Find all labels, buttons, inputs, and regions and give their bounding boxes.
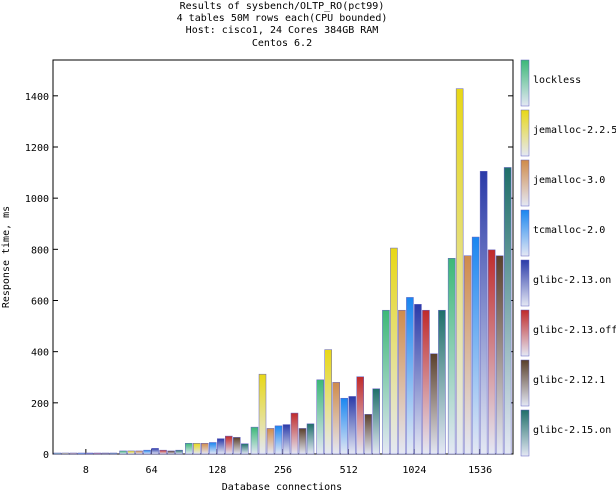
bar-glibc-2.13.on-64 xyxy=(151,448,159,455)
bar-glibc-2.13.on-512 xyxy=(348,396,356,455)
y-tick-label: 1400 xyxy=(25,92,49,103)
y-axis-label: Response time, ms xyxy=(1,206,12,308)
bar-glibc-2.13.off-64 xyxy=(159,449,167,455)
bar-glibc-2.13.on-256 xyxy=(282,424,291,455)
y-tick-label: 200 xyxy=(31,399,49,410)
bar-jemalloc-2.2.5-512 xyxy=(324,349,332,455)
bar-lockless-128 xyxy=(185,443,193,455)
legend-label-jemalloc-2.2.5: jemalloc-2.2.5 xyxy=(533,125,616,136)
bar-tcmalloc-2.0-256 xyxy=(274,425,283,455)
bar-glibc-2.12.1-8 xyxy=(101,452,110,455)
bar-jemalloc-3.0-256 xyxy=(266,428,275,455)
bar-glibc-2.15.on-1536 xyxy=(503,167,512,455)
bar-tcmalloc-2.0-8 xyxy=(77,452,86,455)
title-line-4: Centos 6.2 xyxy=(252,38,312,49)
title-line-2: 4 tables 50M rows each(CPU bounded) xyxy=(177,13,388,24)
bar-glibc-2.13.off-1536 xyxy=(487,249,496,455)
x-axis-label: Database connections xyxy=(222,482,342,491)
bar-tcmalloc-2.0-1536 xyxy=(471,236,480,455)
bar-jemalloc-3.0-512 xyxy=(332,382,340,455)
y-tick-label: 600 xyxy=(31,296,49,307)
bar-jemalloc-3.0-64 xyxy=(135,450,143,455)
legend-label-glibc-2.13.off: glibc-2.13.off xyxy=(533,325,616,336)
bar-jemalloc-3.0-1024 xyxy=(398,309,406,455)
bar-lockless-64 xyxy=(119,450,127,455)
x-tick-label: 128 xyxy=(208,465,226,476)
bar-tcmalloc-2.0-128 xyxy=(209,442,217,455)
bar-lockless-8 xyxy=(53,452,62,455)
bar-lockless-512 xyxy=(316,379,324,455)
bar-glibc-2.12.1-512 xyxy=(364,414,372,455)
legend-label-glibc-2.13.on: glibc-2.13.on xyxy=(533,275,611,286)
bar-glibc-2.15.on-8 xyxy=(109,452,118,455)
legend-swatch-glibc-2.15.on xyxy=(520,409,530,457)
bar-glibc-2.13.off-8 xyxy=(93,452,102,455)
bar-lockless-1024 xyxy=(382,309,390,455)
bar-glibc-2.12.1-128 xyxy=(233,437,241,455)
y-tick-label: 800 xyxy=(31,245,49,256)
bar-jemalloc-2.2.5-256 xyxy=(258,373,267,455)
bar-glibc-2.13.on-1024 xyxy=(414,304,422,455)
x-tick-label: 8 xyxy=(83,465,89,476)
bar-jemalloc-2.2.5-1024 xyxy=(390,247,398,455)
bar-glibc-2.13.off-512 xyxy=(356,376,364,455)
title-line-1: Results of sysbench/OLTP_RO(pct99) xyxy=(180,1,385,12)
chart-title: Results of sysbench/OLTP_RO(pct99) 4 tab… xyxy=(177,1,388,49)
x-tick-label: 512 xyxy=(340,465,358,476)
bar-glibc-2.12.1-1536 xyxy=(495,255,504,455)
bar-glibc-2.12.1-64 xyxy=(167,450,175,455)
y-tick-label: 400 xyxy=(31,348,49,359)
legend-label-glibc-2.12.1: glibc-2.12.1 xyxy=(533,375,605,386)
bar-glibc-2.15.on-1024 xyxy=(438,309,446,455)
x-tick-label: 64 xyxy=(146,465,158,476)
y-tick-label: 1200 xyxy=(25,143,49,154)
bar-glibc-2.15.on-512 xyxy=(372,388,380,455)
bar-lockless-1536 xyxy=(447,258,456,455)
x-tick-label: 256 xyxy=(274,465,292,476)
legend-swatch-jemalloc-3.0 xyxy=(520,159,530,207)
legend-label-tcmalloc-2.0: tcmalloc-2.0 xyxy=(533,225,605,236)
bar-glibc-2.13.on-1536 xyxy=(479,171,488,455)
bar-lockless-256 xyxy=(250,426,259,455)
bar-jemalloc-3.0-1536 xyxy=(463,255,472,455)
legend-label-glibc-2.15.on: glibc-2.15.on xyxy=(533,425,611,436)
legend-swatch-tcmalloc-2.0 xyxy=(520,209,530,257)
legend-swatch-glibc-2.12.1 xyxy=(520,359,530,407)
legend-label-lockless: lockless xyxy=(533,75,581,86)
legend-swatch-lockless xyxy=(520,59,530,107)
bar-glibc-2.13.off-128 xyxy=(225,435,233,455)
bar-jemalloc-3.0-8 xyxy=(69,452,78,455)
bar-jemalloc-2.2.5-8 xyxy=(61,452,70,455)
y-tick-label: 0 xyxy=(43,450,49,461)
bar-tcmalloc-2.0-64 xyxy=(143,449,151,455)
bars xyxy=(53,88,512,455)
bar-glibc-2.13.on-128 xyxy=(217,438,225,455)
bar-jemalloc-2.2.5-64 xyxy=(127,450,135,455)
x-tick-label: 1024 xyxy=(402,465,426,476)
bar-jemalloc-2.2.5-128 xyxy=(193,443,201,455)
bar-glibc-2.12.1-256 xyxy=(298,428,307,455)
legend-swatch-glibc-2.13.on xyxy=(520,259,530,307)
bar-glibc-2.15.on-128 xyxy=(241,443,249,455)
bar-glibc-2.15.on-64 xyxy=(175,449,183,455)
bar-jemalloc-3.0-128 xyxy=(201,443,209,455)
y-tick-label: 1000 xyxy=(25,194,49,205)
legend-swatch-jemalloc-2.2.5 xyxy=(520,109,530,157)
bar-glibc-2.13.on-8 xyxy=(85,452,94,455)
legend-swatch-glibc-2.13.off xyxy=(520,309,530,357)
bar-glibc-2.13.off-1024 xyxy=(422,309,430,455)
bar-glibc-2.15.on-256 xyxy=(306,423,315,455)
bar-glibc-2.12.1-1024 xyxy=(430,353,438,455)
bar-jemalloc-2.2.5-1536 xyxy=(455,88,464,455)
legend-label-jemalloc-3.0: jemalloc-3.0 xyxy=(533,175,605,186)
bar-tcmalloc-2.0-1024 xyxy=(406,297,414,455)
title-line-3: Host: cisco1, 24 Cores 384GB RAM xyxy=(186,25,379,36)
bar-glibc-2.13.off-256 xyxy=(290,412,299,455)
x-tick-label: 1536 xyxy=(468,465,492,476)
bar-tcmalloc-2.0-512 xyxy=(340,397,348,455)
legend: lockless jemalloc-2.2.5 jemalloc-3.0 tcmall… xyxy=(520,59,616,457)
